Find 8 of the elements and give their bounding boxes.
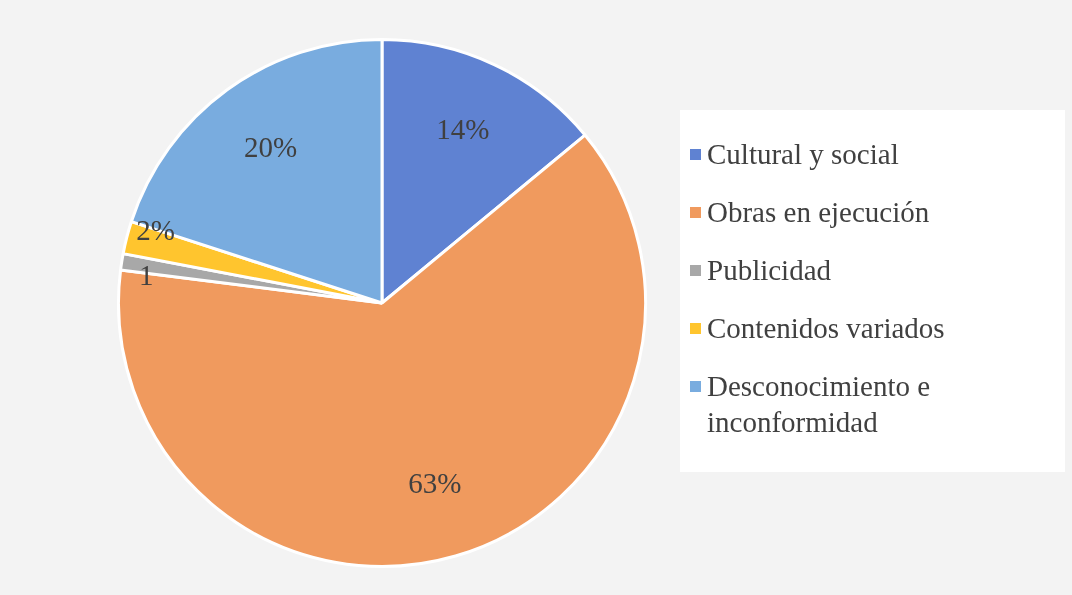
data-label: 20% <box>243 131 298 164</box>
legend-label: Desconocimiento e inconformidad <box>707 369 932 440</box>
legend-label: Obras en ejecución <box>707 195 930 230</box>
legend-label: Contenidos variados <box>707 311 945 346</box>
legend-label: Cultural y social <box>707 137 899 172</box>
data-label: 63% <box>408 466 462 499</box>
data-label: 14% <box>436 112 490 145</box>
legend-label: Publicidad <box>707 253 832 288</box>
